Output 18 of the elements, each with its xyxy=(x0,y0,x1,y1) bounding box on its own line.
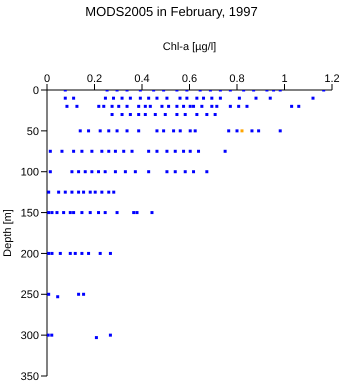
x-tick-label: 1.2 xyxy=(324,73,340,85)
chart-title: MODS2005 in February, 1997 xyxy=(84,4,259,19)
x-tick-label: 0.4 xyxy=(134,73,150,85)
y-tick-label: 50 xyxy=(26,126,39,138)
x-tick-label: 0.6 xyxy=(182,73,198,85)
x-tick-label: 0 xyxy=(44,73,50,85)
y-tick-label: 100 xyxy=(20,166,39,179)
y-tick-label: 200 xyxy=(20,248,39,260)
y-tick-label: 0 xyxy=(32,84,39,97)
x-tick-label: 0.8 xyxy=(229,73,245,85)
y-tick-label: 350 xyxy=(20,370,39,383)
y-axis-title: Depth [m] xyxy=(2,209,14,257)
y-tick-label: 150 xyxy=(20,207,39,220)
x-axis-title: Chl-a [µg/l] xyxy=(162,41,218,53)
y-tick-label: 250 xyxy=(20,289,39,302)
x-tick-label: 0.2 xyxy=(86,73,102,85)
x-tick-label: 1 xyxy=(281,73,288,85)
y-tick-label: 300 xyxy=(20,330,39,342)
